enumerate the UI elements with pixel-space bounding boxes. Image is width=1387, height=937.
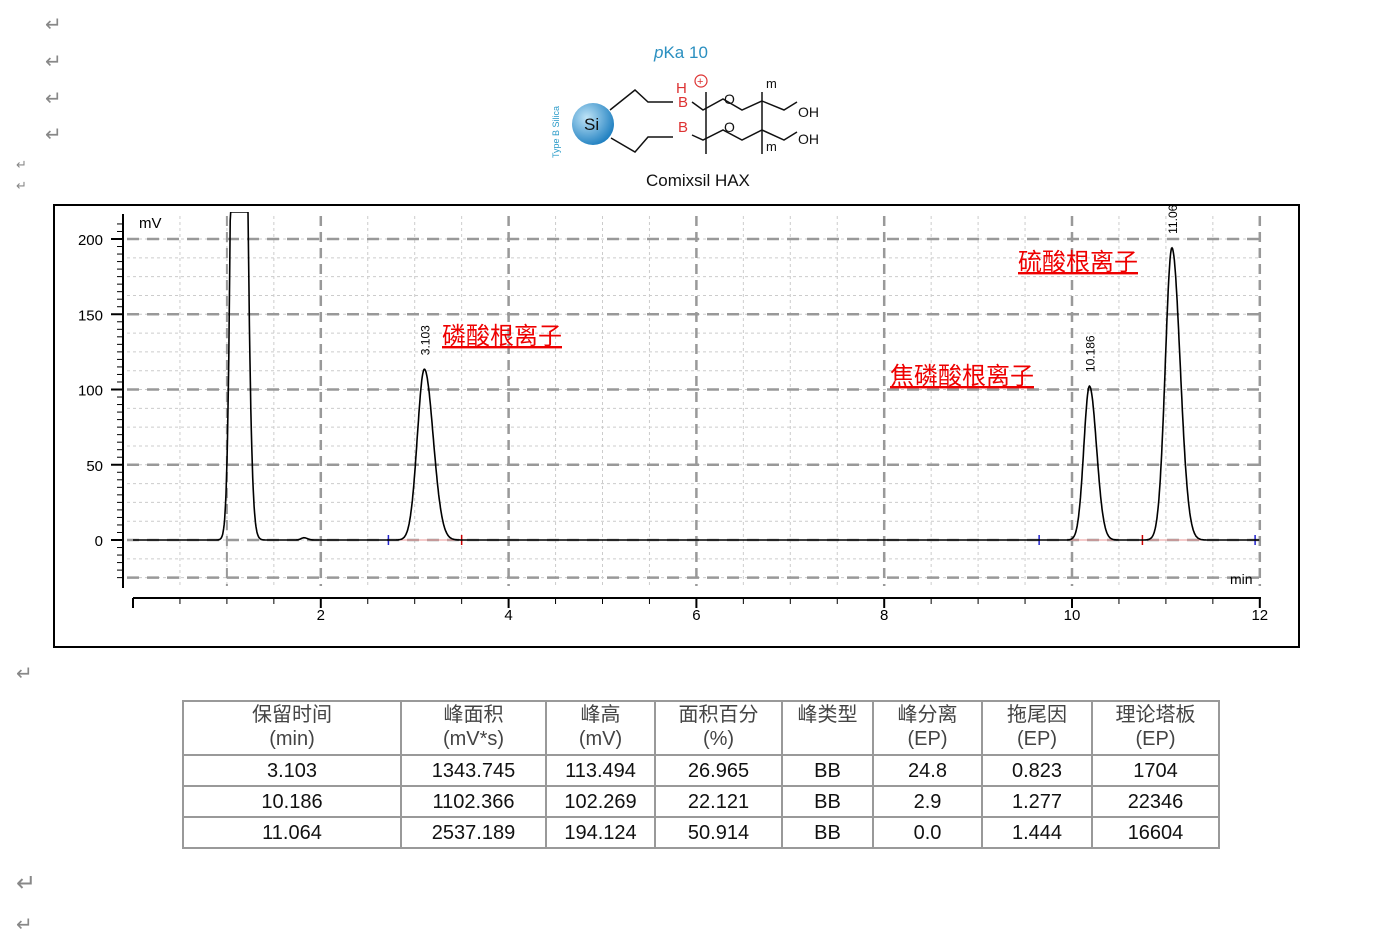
table-cell: 1102.366 <box>400 785 547 818</box>
table-cell: 0.0 <box>872 816 983 849</box>
chromatogram-chart: 0 50 100 150 200 2 4 6 8 10 12 mV min 3.103 10.186 11.0… <box>78 206 1268 624</box>
y-tick-label: 100 <box>78 383 103 400</box>
oh-label: OH <box>798 131 819 147</box>
x-tick-label: 10 <box>1064 607 1081 624</box>
x-tick-label: 8 <box>880 607 888 624</box>
table-cell: 11.064 <box>182 816 402 849</box>
table-cell: 26.965 <box>654 754 783 787</box>
header-line: (mV) <box>578 728 623 750</box>
column-header: 保留时间 (min) <box>182 700 402 756</box>
oxygen-label: O <box>724 119 735 135</box>
table-row: 11.064 2537.189 194.124 50.914 BB 0.0 1.444 166… <box>182 816 1220 849</box>
oh-label: OH <box>798 104 819 120</box>
column-header: 理论塔板 (EP) <box>1091 700 1220 756</box>
paragraph-mark: ↵ <box>45 14 62 36</box>
header-line: 峰类型 <box>797 702 858 726</box>
paragraph-mark: ↵ <box>16 914 33 936</box>
header-line: 理论塔板 <box>1115 702 1196 726</box>
paragraph-mark: ↵ <box>45 124 62 146</box>
table-cell: 1343.745 <box>400 754 547 787</box>
header-line: 峰面积 <box>443 702 504 726</box>
chromatogram-trace <box>133 212 1260 541</box>
column-header: 峰分离 (EP) <box>872 700 983 756</box>
ion-annotation: 磷酸根离子 <box>442 322 562 350</box>
table-cell: 2.9 <box>872 785 983 818</box>
table-cell: BB <box>781 754 874 787</box>
x-tick-label: 4 <box>504 607 512 624</box>
header-line: 拖尾因 <box>1007 702 1067 726</box>
ion-annotation: 硫酸根离子 <box>1018 248 1138 276</box>
table-cell: BB <box>781 816 874 849</box>
table-cell: 1.277 <box>981 785 1093 818</box>
header-line: (EP) <box>1135 728 1176 750</box>
table-cell: 24.8 <box>872 754 983 787</box>
si-label: Si <box>584 115 599 134</box>
column-header: 面积百分 (%) <box>654 700 783 756</box>
x-axis-label: min <box>1230 571 1253 587</box>
silica-bead-icon <box>572 103 614 145</box>
oxygen-label: O <box>724 91 735 107</box>
column-header: 拖尾因 (EP) <box>981 700 1093 756</box>
peak-rt-label: 11.064 <box>1166 206 1180 234</box>
x-tick-label: 6 <box>692 607 700 624</box>
y-tick-label: 150 <box>78 307 103 324</box>
header-line: 保留时间 <box>252 702 332 726</box>
paragraph-mark: ↵ <box>16 157 27 172</box>
peak-table: 保留时间 (min) 峰面积 (mV*s) 峰高 (mV) 面积百分 (%) 峰类型 峰分离 (EP… <box>182 700 1220 849</box>
table-cell: 16604 <box>1091 816 1220 849</box>
table-cell: 1704 <box>1091 754 1220 787</box>
header-line: 峰分离 <box>897 702 958 726</box>
paragraph-mark: ↵ <box>16 663 33 685</box>
paragraph-mark: ↵ <box>45 51 62 73</box>
peak-rt-label: 3.103 <box>418 325 432 355</box>
pka-label: pKa 10 <box>653 43 708 62</box>
paragraph-mark: ↵ <box>16 178 27 193</box>
table-cell: 22346 <box>1091 785 1220 818</box>
table-cell: 102.269 <box>545 785 656 818</box>
header-line: (mV*s) <box>442 728 505 750</box>
column-header: 峰高 (mV) <box>545 700 656 756</box>
column-header: 峰类型 <box>781 700 874 756</box>
header-line: (min) <box>269 728 315 750</box>
comixsil-hax-structure: pKa 10 Type B Silica Si + H B B O O m m … <box>551 43 819 190</box>
table-cell: 113.494 <box>545 754 656 787</box>
table-row: 3.103 1343.745 113.494 26.965 BB 24.8 0.823 170… <box>182 754 1220 787</box>
repeat-m: m <box>766 76 777 91</box>
table-cell: 10.186 <box>182 785 402 818</box>
x-tick-label: 2 <box>317 607 325 624</box>
ion-annotation: 焦磷酸根离子 <box>890 362 1034 390</box>
table-cell: 194.124 <box>545 816 656 849</box>
header-line: (EP) <box>1017 728 1057 750</box>
paragraph-mark: ↵ <box>16 870 37 897</box>
table-cell: 1.444 <box>981 816 1093 849</box>
boron-label: B <box>678 94 688 111</box>
silica-label: Type B Silica <box>551 106 561 158</box>
table-cell: 0.823 <box>981 754 1093 787</box>
table-cell: 22.121 <box>654 785 783 818</box>
column-header: 峰面积 (mV*s) <box>400 700 547 756</box>
table-cell: BB <box>781 785 874 818</box>
header-line: (%) <box>702 728 735 750</box>
y-tick-label: 50 <box>86 458 103 475</box>
y-tick-label: 0 <box>95 533 103 550</box>
positive-charge: + <box>697 76 703 88</box>
chromatogram-frame: 0 50 100 150 200 2 4 6 8 10 12 mV min 3.103 10.186 11.0… <box>53 204 1300 648</box>
repeat-m: m <box>766 139 777 154</box>
header-line: (EP) <box>907 728 948 750</box>
table-cell: 2537.189 <box>400 816 547 849</box>
peak-rt-label: 10.186 <box>1083 335 1097 372</box>
compound-name: Comixsil HAX <box>646 171 750 190</box>
table-cell: 50.914 <box>654 816 783 849</box>
y-axis-label: mV <box>139 215 162 232</box>
header-line: 面积百分 <box>678 702 759 726</box>
h-label: H <box>676 80 687 97</box>
x-tick-label: 12 <box>1251 607 1268 624</box>
table-row: 10.186 1102.366 102.269 22.121 BB 2.9 1.277 223… <box>182 785 1220 818</box>
table-cell: 3.103 <box>182 754 402 787</box>
y-tick-label: 200 <box>78 232 103 249</box>
boron-label: B <box>678 119 688 136</box>
header-line: 峰高 <box>580 702 621 726</box>
paragraph-mark: ↵ <box>45 88 62 110</box>
